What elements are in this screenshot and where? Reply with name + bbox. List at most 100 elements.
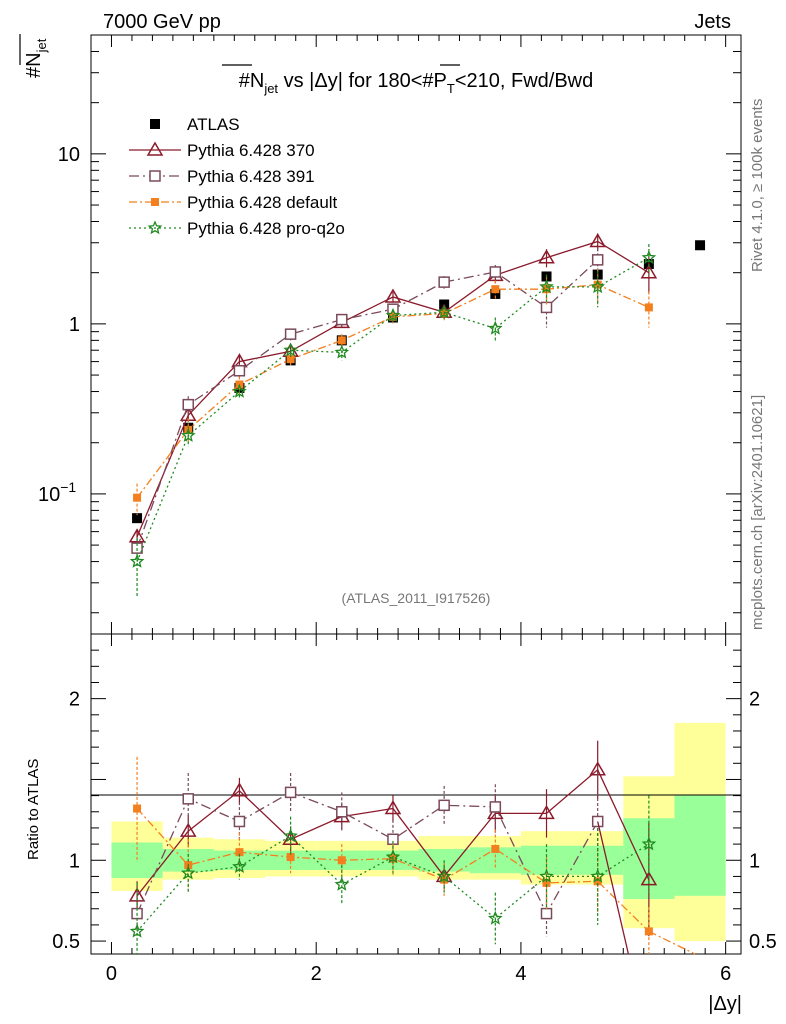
ratio-point	[180, 865, 196, 880]
series-point	[385, 307, 401, 322]
series-point	[641, 250, 657, 265]
series-point	[590, 279, 606, 294]
ratio-point	[590, 868, 605, 883]
atlas-point	[695, 240, 706, 251]
ratio-point	[334, 876, 350, 891]
ratio-tick-label-right: 1	[749, 850, 760, 872]
series-point	[283, 342, 298, 357]
ratio-line	[136, 835, 650, 932]
series-point	[539, 279, 554, 294]
ratio-point	[336, 806, 348, 818]
series-point	[487, 320, 503, 335]
legend-marker	[150, 119, 160, 129]
series-point	[337, 336, 346, 345]
ratio-point	[593, 877, 602, 886]
series-point	[589, 233, 606, 248]
ratio-uncertainty-bands	[111, 722, 726, 942]
ratio-point	[384, 800, 402, 815]
x-tick-label: 4	[515, 963, 526, 985]
series-point	[334, 344, 350, 359]
series-point	[284, 328, 297, 340]
ratio-point	[284, 786, 297, 799]
ratio-point	[286, 853, 295, 862]
series-point	[232, 383, 247, 398]
ratio-point	[129, 923, 145, 938]
series-atlas	[132, 240, 706, 524]
ratio-point	[179, 822, 197, 837]
atlas-point	[132, 513, 143, 524]
series-point	[129, 553, 145, 568]
series-point	[593, 280, 602, 289]
mcplots-citation-label: mcplots.cern.ch [arXiv:2401.10621]	[749, 395, 766, 630]
ratio-point	[491, 844, 500, 853]
series-point	[438, 276, 450, 288]
ratio-point	[436, 868, 452, 883]
series-point	[538, 249, 555, 264]
legend-marker	[147, 220, 163, 235]
series-point	[491, 285, 500, 294]
title-tail: <210, Fwd/Bwd	[455, 70, 593, 92]
legend-label: Pythia 6.428 default	[187, 193, 338, 212]
title-rest: vs |Δy| for 180<#P	[278, 70, 447, 92]
chart-title: #Njet vs |Δy| for 180<#PT<210, Fwd/Bwd	[239, 70, 594, 96]
legend-marker	[149, 170, 161, 182]
x-tick-label: 0	[106, 963, 117, 985]
series-pythia-6-428-pro-q2o	[129, 243, 657, 954]
legend-label: Pythia 6.428 pro-q2o	[187, 219, 345, 238]
series-point	[336, 313, 348, 326]
x-axis-label: |Δy|	[708, 993, 742, 1015]
ratio-point	[489, 801, 502, 813]
title-rest-sub: T	[447, 81, 455, 96]
ratio-point	[283, 828, 298, 843]
ratio-point	[641, 836, 657, 851]
ratio-point	[235, 848, 244, 857]
y-axis-label-main: #N	[23, 52, 45, 78]
series-line	[136, 257, 650, 562]
series-point	[591, 254, 604, 266]
series-point	[489, 266, 502, 278]
ratio-plot-frame	[90, 633, 742, 955]
legend-marker	[151, 198, 159, 206]
ratio-line-tail	[597, 821, 630, 955]
title-main-sub: jet	[263, 81, 278, 96]
ratio-point	[337, 856, 346, 865]
ratio-tick-label-left: 0.5	[52, 931, 80, 953]
ratio-point	[640, 871, 658, 886]
ratio-point	[231, 782, 248, 797]
axis-ticks	[91, 34, 741, 954]
y-axis-label-group: #Njet	[19, 34, 49, 78]
analysis-id-label: (ATLAS_2011_I917526)	[342, 590, 491, 606]
ratio-point	[542, 878, 551, 887]
ratio-point	[540, 907, 553, 920]
series-point	[180, 427, 196, 442]
rivet-version-label: Rivet 4.1.0, ≥ 100k events	[749, 99, 766, 272]
ratio-point	[538, 804, 555, 820]
ratio-point	[232, 859, 247, 874]
series-point	[644, 303, 653, 312]
ratio-tick-label-left: 1	[69, 850, 80, 872]
header-jets-label: Jets	[694, 11, 731, 33]
tick-labels: 0 2 4 6 10 1 10−1 2 2 1 1 0.5 0.5	[38, 144, 777, 985]
series-point	[133, 493, 142, 502]
y-tick-label: 10	[58, 144, 80, 166]
ratio-tick-label-left: 2	[69, 689, 80, 711]
series-point	[182, 398, 194, 411]
series-point	[640, 264, 658, 279]
ratio-point	[233, 815, 246, 828]
x-tick-label: 2	[311, 963, 322, 985]
series-line	[136, 259, 599, 549]
y-tick-label: 10−1	[38, 479, 76, 506]
ratio-line	[136, 791, 599, 916]
legend: ATLAS Pythia 6.428 370 Pythia 6.428 391 Pyt…	[129, 115, 345, 238]
ratio-tick-label-right: 0.5	[749, 931, 777, 953]
ratio-point	[539, 868, 554, 883]
legend-label: Pythia 6.428 370	[187, 141, 315, 160]
ratio-band-green-11	[674, 795, 726, 896]
y-axis-label-sub: jet	[34, 38, 49, 53]
y-tick-label: 1	[69, 314, 80, 336]
series-point	[286, 355, 295, 364]
atlas-point	[490, 288, 501, 299]
series-point	[233, 365, 246, 377]
ratio-axis-label: Ratio to ATLAS	[25, 759, 42, 860]
